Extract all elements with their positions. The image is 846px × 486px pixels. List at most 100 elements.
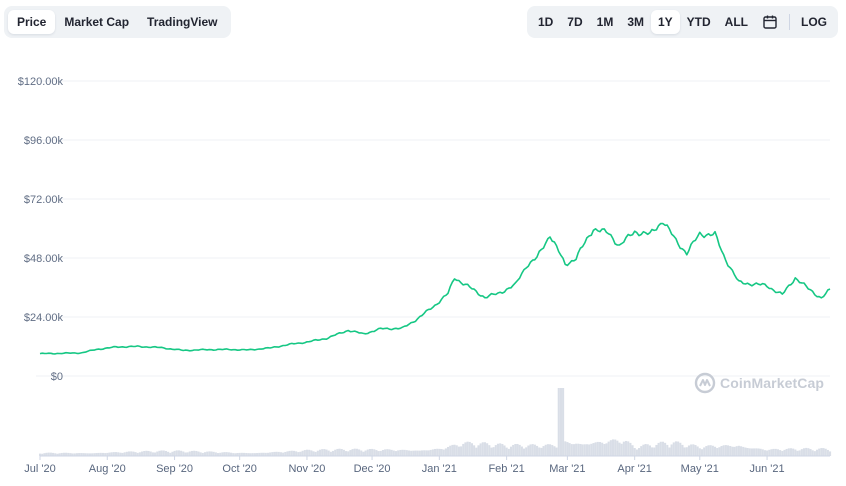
volume-bar bbox=[310, 450, 313, 456]
volume-bar bbox=[427, 450, 430, 456]
volume-bar bbox=[349, 450, 352, 456]
volume-bar bbox=[505, 447, 508, 456]
range-1y-button[interactable]: 1Y bbox=[650, 10, 680, 34]
tab-tradingview[interactable]: TradingView bbox=[147, 15, 218, 29]
range-3m-button[interactable]: 3M bbox=[627, 15, 644, 29]
volume-bar bbox=[642, 444, 645, 456]
volume-bar bbox=[338, 448, 341, 456]
chart-type-tabs: Price Market Cap TradingView bbox=[4, 6, 231, 38]
volume-bar bbox=[683, 447, 686, 456]
range-1d-button[interactable]: 1D bbox=[537, 15, 554, 29]
volume-bar bbox=[720, 446, 723, 456]
volume-bar bbox=[785, 448, 788, 456]
volume-bar bbox=[451, 444, 454, 456]
volume-bar bbox=[308, 449, 311, 456]
volume-bar bbox=[681, 444, 684, 456]
volume-bar bbox=[327, 450, 330, 456]
volume-bar bbox=[796, 450, 799, 456]
volume-bar bbox=[266, 452, 269, 456]
volume-bar bbox=[507, 448, 510, 456]
x-tick-label: Jul '20 bbox=[24, 463, 55, 475]
volume-bar bbox=[551, 445, 554, 456]
volume-bar bbox=[618, 442, 621, 456]
calendar-icon bbox=[763, 15, 777, 29]
volume-bar bbox=[134, 452, 137, 456]
tab-market-cap[interactable]: Market Cap bbox=[64, 15, 130, 29]
volume-bar bbox=[494, 445, 497, 456]
volume-bar bbox=[481, 442, 484, 456]
volume-bar bbox=[425, 450, 428, 456]
volume-bar bbox=[442, 449, 445, 456]
volume-bar bbox=[527, 445, 530, 456]
volume-bar bbox=[221, 452, 224, 456]
volume-bar bbox=[436, 448, 439, 456]
range-7d-button[interactable]: 7D bbox=[567, 15, 583, 29]
volume-bar bbox=[588, 444, 591, 456]
x-tick-label: May '21 bbox=[681, 463, 719, 475]
volume-bar bbox=[412, 450, 415, 456]
range-all-button[interactable]: ALL bbox=[724, 15, 748, 29]
volume-bar bbox=[470, 443, 473, 456]
volume-bar bbox=[635, 449, 638, 456]
x-tick-label: Dec '20 bbox=[354, 463, 391, 475]
volume-bar bbox=[336, 448, 339, 456]
volume-bar bbox=[651, 447, 654, 456]
volume-bar bbox=[353, 448, 356, 456]
volume-bar bbox=[351, 449, 354, 456]
volume-bar bbox=[603, 444, 606, 456]
volume-bar bbox=[789, 448, 793, 456]
volume-bar bbox=[275, 451, 278, 456]
volume-bar bbox=[742, 446, 745, 456]
range-1m-button[interactable]: 1M bbox=[596, 15, 614, 29]
volume-bar bbox=[768, 449, 771, 456]
range-ytd-button[interactable]: YTD bbox=[686, 15, 711, 29]
volume-bar bbox=[514, 443, 517, 456]
volume-bar bbox=[757, 448, 760, 456]
volume-bar bbox=[381, 449, 385, 456]
volume-bar bbox=[477, 445, 480, 456]
volume-bar bbox=[468, 441, 471, 456]
volume-bar bbox=[219, 452, 222, 456]
volume-bar bbox=[431, 449, 434, 456]
volume-bar bbox=[52, 452, 55, 456]
log-scale-button[interactable]: LOG bbox=[801, 15, 827, 29]
volume-bar bbox=[331, 450, 335, 456]
volume-bar bbox=[666, 444, 669, 456]
volume-bar bbox=[147, 450, 150, 456]
volume-bar bbox=[496, 443, 500, 456]
volume-bar bbox=[69, 453, 72, 456]
volume-bar bbox=[405, 450, 408, 456]
volume-bar bbox=[62, 452, 65, 456]
volume-bar bbox=[392, 450, 395, 456]
volume-bar bbox=[648, 445, 651, 456]
tab-price[interactable]: Price bbox=[8, 10, 56, 34]
volume-bar bbox=[811, 450, 814, 456]
volume-bar bbox=[486, 443, 489, 456]
volume-bar bbox=[227, 452, 230, 456]
volume-bar bbox=[123, 452, 126, 456]
volume-bar bbox=[581, 444, 584, 456]
volume-bar bbox=[197, 451, 200, 456]
volume-bar bbox=[199, 452, 202, 456]
volume-bar bbox=[279, 452, 283, 456]
volume-bar bbox=[447, 446, 450, 456]
volume-bar bbox=[216, 453, 220, 456]
volume-bar bbox=[737, 445, 740, 456]
volume-bar bbox=[800, 449, 803, 456]
volume-bar bbox=[562, 388, 565, 456]
volume-bar bbox=[692, 444, 695, 456]
volume-bar bbox=[149, 451, 152, 456]
volume-bar bbox=[509, 446, 513, 456]
volume-bar bbox=[345, 451, 348, 456]
volume-bar bbox=[690, 444, 693, 456]
date-picker-button[interactable] bbox=[755, 10, 785, 34]
volume-bar bbox=[772, 448, 775, 456]
volume-bar bbox=[818, 448, 821, 456]
volume-bar bbox=[531, 444, 534, 456]
volume-bar bbox=[700, 449, 704, 456]
volume-bar bbox=[429, 449, 432, 456]
volume-bar bbox=[516, 443, 519, 456]
volume-bar bbox=[822, 448, 825, 456]
volume-bar bbox=[501, 443, 504, 456]
volume-bar bbox=[794, 449, 797, 456]
